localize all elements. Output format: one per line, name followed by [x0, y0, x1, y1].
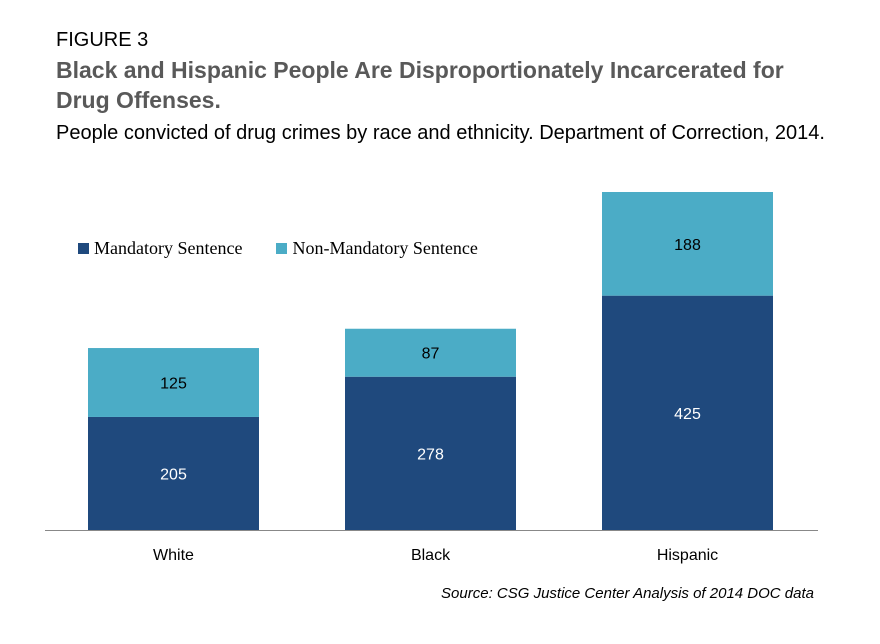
legend-swatch-mandatory [78, 243, 89, 254]
chart-title: Black and Hispanic People Are Disproport… [56, 57, 784, 113]
legend-item-non-mandatory: Non-Mandatory Sentence [276, 238, 478, 259]
legend-label: Mandatory Sentence [94, 238, 243, 258]
x-tick-label: Hispanic [657, 547, 718, 564]
bar-mandatory-hispanic [602, 295, 773, 530]
data-label: 278 [417, 446, 444, 463]
legend: Mandatory Sentence Non-Mandatory Sentenc… [78, 238, 478, 259]
legend-item-mandatory: Mandatory Sentence [78, 238, 242, 259]
x-tick-label: White [153, 547, 194, 564]
bar-mandatory-white [88, 416, 259, 530]
bar-mandatory-black [345, 376, 516, 530]
data-label: 87 [422, 346, 440, 363]
source-note: Source: CSG Justice Center Analysis of 2… [441, 585, 814, 602]
legend-label: Non-Mandatory Sentence [292, 238, 478, 258]
data-label: 205 [160, 466, 187, 483]
legend-swatch-non-mandatory [276, 243, 288, 254]
data-label: 125 [160, 376, 187, 393]
data-label: 188 [674, 237, 701, 254]
data-label: 425 [674, 406, 701, 423]
bar-non-mandatory-white [88, 348, 259, 417]
figure-label: FIGURE 3 [56, 29, 149, 51]
bar-non-mandatory-hispanic [602, 192, 773, 296]
x-tick-label: Black [411, 547, 451, 564]
bar-non-mandatory-black [345, 328, 516, 377]
chart-subtitle: People convicted of drug crimes by race … [56, 122, 825, 144]
